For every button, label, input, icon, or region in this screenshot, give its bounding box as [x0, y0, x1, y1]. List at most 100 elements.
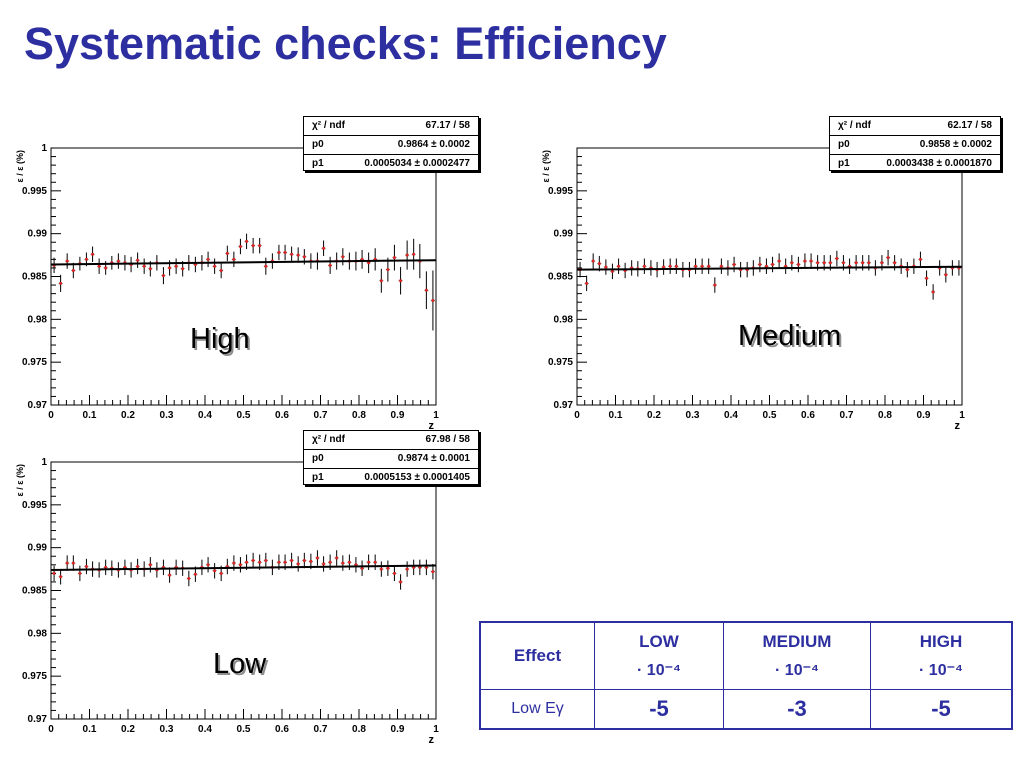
data-point [239, 563, 242, 567]
y-tick-label: 0.995 [22, 500, 47, 511]
col-medium: MEDIUM · 10⁻⁴ [723, 621, 871, 690]
data-point [174, 264, 178, 268]
data-point [925, 276, 928, 280]
x-tick-label: 0.8 [352, 410, 366, 421]
data-point [412, 252, 415, 256]
stats-row-p1: p1 0.0003438 ± 0.0001870 [830, 155, 1000, 173]
data-point [322, 246, 325, 250]
x-tick-label: 0.5 [763, 410, 777, 421]
data-point [97, 264, 101, 268]
data-point [258, 244, 261, 247]
col-low-unit: · 10⁻⁴ [637, 661, 681, 679]
stats-row-p0: p0 0.9858 ± 0.0002 [830, 136, 1000, 155]
data-point [341, 255, 345, 259]
x-tick-label: 0 [48, 410, 54, 421]
stats-row-chi2: χ² / ndf 62.17 / 58 [830, 117, 1000, 136]
col-high: HIGH · 10⁻⁴ [870, 621, 1013, 690]
data-point [296, 253, 300, 257]
plot-low: 0.97 0.975 0.98 0.985 0.99 0.995 1 0 0.1 0.2 0.3 0.… [15, 457, 439, 746]
data-point [713, 283, 717, 287]
stats-key: p1 [838, 158, 850, 169]
y-tick-label: 0.99 [28, 543, 48, 554]
data-point [194, 263, 197, 266]
data-point [893, 261, 896, 265]
data-point [232, 258, 236, 261]
data-point [72, 269, 75, 272]
stats-key: χ² / ndf [312, 120, 345, 131]
stats-box-high: χ² / ndf 67.17 / 58 p0 0.9864 ± 0.0002 p1 0… [303, 116, 479, 171]
stats-value: 0.9864 ± 0.0002 [397, 139, 470, 150]
data-point [771, 263, 774, 266]
stats-row-chi2: χ² / ndf 67.17 / 58 [304, 117, 478, 136]
col-high-label: HIGH [919, 631, 963, 651]
plot-frame [576, 147, 963, 406]
data-point [675, 264, 678, 268]
panel-label-low: Low [213, 648, 267, 680]
x-tick-label: 0.1 [83, 410, 97, 421]
data-point [790, 261, 794, 265]
y-tick-label: 0.985 [22, 586, 47, 597]
data-point [367, 261, 370, 265]
data-point [72, 561, 75, 565]
data-point [919, 258, 922, 261]
data-point [399, 580, 402, 584]
x-axis-title: z [429, 420, 435, 432]
data-point [316, 556, 319, 560]
stats-value: 0.0005153 ± 0.0001405 [364, 472, 470, 483]
row-label: Low Eγ [479, 688, 595, 730]
x-tick-label: 1 [433, 410, 439, 421]
data-point [328, 264, 332, 267]
data-point [149, 267, 152, 271]
data-point [611, 270, 614, 273]
data-point [848, 264, 851, 268]
y-tick-label: 0.97 [28, 714, 48, 725]
data-point [360, 258, 364, 261]
stats-value: 0.0003438 ± 0.0001870 [886, 158, 992, 169]
x-tick-label: 0.2 [121, 410, 135, 421]
data-point [65, 259, 69, 263]
data-point [360, 566, 364, 570]
data-point [258, 560, 261, 564]
slide-title: Systematic checks: Efficiency [24, 18, 667, 69]
data-point [720, 264, 723, 268]
stats-value: 67.98 / 58 [425, 434, 470, 445]
data-point [700, 264, 704, 268]
table-header-row: Effect LOW · 10⁻⁴ MEDIUM · 10⁻⁴ HIGH · 10⁻⁴ [479, 621, 1013, 690]
col-low: LOW · 10⁻⁴ [594, 621, 724, 690]
data-point [155, 568, 159, 572]
data-point [136, 565, 139, 568]
data-point [123, 566, 127, 569]
data-point [78, 572, 82, 575]
x-tick-label: 0.2 [121, 724, 135, 735]
data-point [168, 266, 171, 270]
data-point [405, 567, 409, 571]
data-point [938, 266, 941, 270]
data-point [777, 259, 781, 263]
col-effect: Effect [479, 621, 595, 690]
x-axis-title: z [429, 734, 435, 746]
data-point [264, 559, 268, 562]
x-tick-label: 0.7 [314, 724, 328, 735]
cell-low: -5 [594, 688, 724, 730]
stats-row-p0: p0 0.9874 ± 0.0001 [304, 450, 478, 469]
data-point [251, 559, 255, 562]
stats-key: p1 [312, 472, 324, 483]
stats-row-p1: p1 0.0005153 ± 0.0001405 [304, 469, 478, 487]
data-point [822, 261, 826, 265]
data-point [264, 264, 268, 268]
data-point [829, 261, 832, 265]
data-point [694, 264, 697, 268]
data-point [585, 282, 588, 285]
data-point [739, 268, 742, 271]
y-tick-label: 0.97 [28, 400, 48, 411]
fit-line [576, 265, 963, 271]
y-tick-label: 0.97 [554, 400, 574, 411]
data-point [886, 256, 890, 259]
stats-value: 62.17 / 58 [947, 120, 992, 131]
data-point [880, 261, 884, 265]
data-point [630, 266, 633, 270]
data-point [181, 267, 184, 271]
data-point [322, 562, 325, 566]
data-point [386, 566, 390, 570]
data-point [194, 572, 197, 576]
